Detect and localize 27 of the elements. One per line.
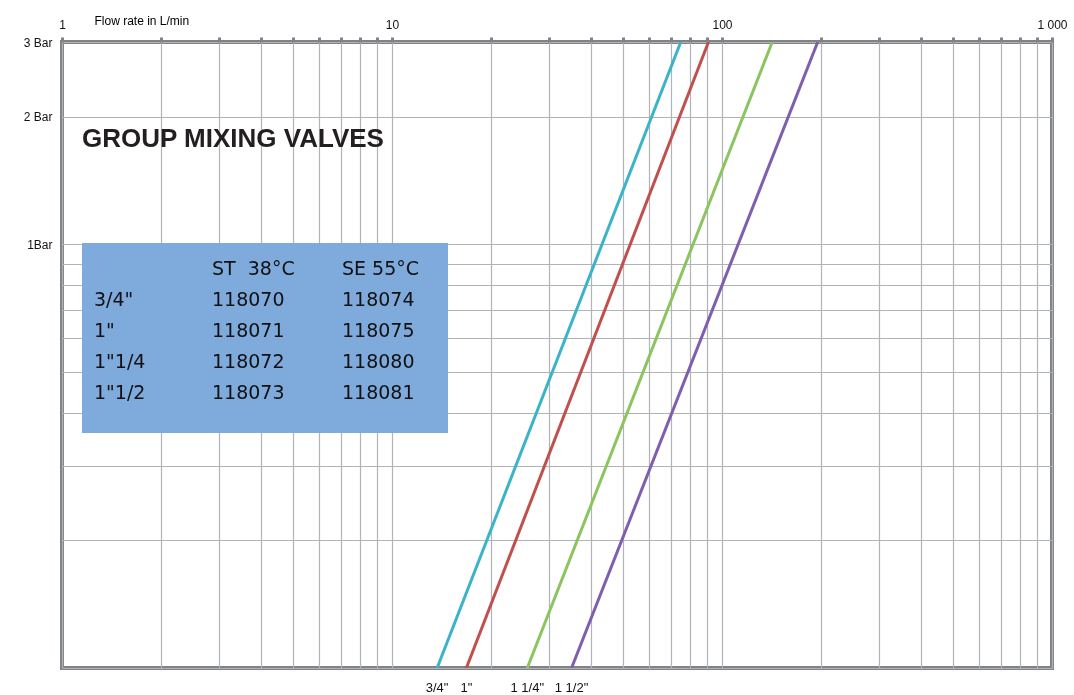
series-label: 3/4" [425, 680, 449, 695]
series-label: 1 1/2" [554, 680, 589, 695]
annotation: 118075 [342, 319, 416, 343]
series-label: 1" [460, 680, 473, 695]
x-tick-label: 1 [59, 17, 67, 32]
annotation: 118073 [212, 381, 286, 405]
x-tick-label: 1 000 [1037, 17, 1068, 32]
annotation: 118080 [342, 350, 416, 374]
annotation: 118071 [212, 319, 286, 343]
x-tick-label: 100 [712, 17, 733, 32]
annotation: 1"1/4 [94, 350, 147, 374]
annotation: ST 38°C [212, 257, 296, 281]
y-tick-label: 3 Bar [23, 35, 53, 50]
annotation: 1" [94, 319, 116, 343]
y-tick-label: 2 Bar [23, 110, 53, 125]
x-tick-label: 10 [385, 17, 400, 32]
y-tick-label: 1Bar [27, 237, 53, 252]
text: GROUP MIXING VALVES [82, 123, 384, 153]
series-label: 1 1/4" [510, 680, 545, 695]
annotation: 118074 [342, 288, 416, 312]
annotation: 118081 [342, 381, 416, 405]
x-axis-title: Flow rate in L/min [94, 13, 190, 28]
annotation: 1"1/2 [94, 381, 147, 405]
annotation: 118070 [212, 288, 286, 312]
annotation: 118072 [212, 350, 286, 374]
annotation: SE 55°C [342, 257, 421, 281]
annotation: 3/4" [94, 288, 135, 312]
